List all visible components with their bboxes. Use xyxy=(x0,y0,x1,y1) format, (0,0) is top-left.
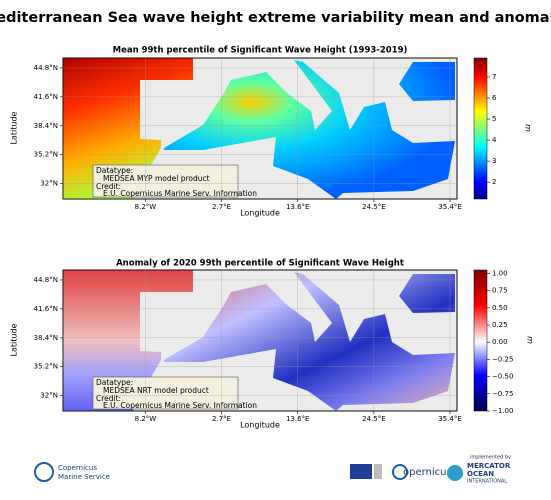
panel-title: Anomaly of 2020 99th percentile of Signi… xyxy=(116,259,404,269)
logo-text: Copernicus xyxy=(58,464,97,472)
colorbar-label: m xyxy=(524,124,533,132)
y-axis-label: Latitude xyxy=(10,111,19,144)
y-tick-label: 32°N xyxy=(40,180,58,188)
x-tick-label: 8.2°W xyxy=(135,203,157,211)
x-tick-label: 24.5°E xyxy=(362,415,386,423)
info-text: Credit: xyxy=(96,394,121,403)
colorbar-tick-label: 0.75 xyxy=(492,287,508,295)
y-tick-label: 38.4°N xyxy=(34,334,58,342)
colorbar-tick-label: −0.75 xyxy=(492,390,513,398)
frame xyxy=(62,269,458,412)
mercator-logo xyxy=(447,465,463,481)
figure-title: Mediterranean Sea wave height extreme va… xyxy=(0,10,551,26)
colorbar-tick-label: 1.00 xyxy=(492,269,508,277)
colorbar-tick-label: 2 xyxy=(492,178,496,186)
cms-logo xyxy=(34,462,54,482)
logo-text: opernicus xyxy=(403,467,452,478)
info-box xyxy=(92,376,239,410)
colorbar-tick-label: 0.00 xyxy=(492,338,508,346)
y-tick-label: 44.8°N xyxy=(34,64,58,72)
x-tick-label: 13.6°E xyxy=(286,415,310,423)
colorbar-tick-label: −0.50 xyxy=(492,373,513,381)
colorbar xyxy=(473,269,488,412)
logo-text: OCEAN xyxy=(467,470,494,478)
colorbar-tick-label: 7 xyxy=(492,73,496,81)
y-axis-label: Latitude xyxy=(10,323,19,356)
frame xyxy=(62,57,458,200)
copernicus-logo xyxy=(392,464,408,480)
y-tick-label: 35.2°N xyxy=(34,363,58,371)
x-tick-label: 8.2°W xyxy=(135,415,157,423)
colorbar-tick-label: 3 xyxy=(492,157,496,165)
x-tick-label: 35.4°E xyxy=(438,203,462,211)
colorbar-tick-label: −0.25 xyxy=(492,355,513,363)
x-axis-label: Longitude xyxy=(240,421,280,430)
logo-text: INTERNATIONAL xyxy=(467,479,507,485)
y-tick-label: 44.8°N xyxy=(34,276,58,284)
info-text: MEDSEA NRT model product xyxy=(103,386,209,395)
colorbar-tick-label: 5 xyxy=(492,115,496,123)
x-tick-label: 2.7°E xyxy=(212,203,231,211)
colorbar-tick-label: 0.25 xyxy=(492,321,508,329)
colorbar xyxy=(473,57,488,200)
colorbar-label: m xyxy=(526,336,535,344)
y-tick-label: 38.4°N xyxy=(34,122,58,130)
x-axis-label: Longitude xyxy=(240,209,280,218)
colorbar-tick-label: 6 xyxy=(492,94,497,102)
x-tick-label: 13.6°E xyxy=(286,203,310,211)
eu-flag xyxy=(350,464,372,479)
y-tick-label: 41.6°N xyxy=(34,93,58,101)
info-text: Datatype: xyxy=(96,166,133,175)
map-panel: Anomaly of 2020 99th percentile of Signi… xyxy=(10,259,535,430)
colorbar-tick-label: 4 xyxy=(492,136,497,144)
info-text: Credit: xyxy=(96,182,121,191)
info-text: E.U. Copernicus Marine Serv. Information xyxy=(103,189,257,198)
x-tick-label: 2.7°E xyxy=(212,415,231,423)
x-tick-label: 24.5°E xyxy=(362,203,386,211)
panel-title: Mean 99th percentile of Significant Wave… xyxy=(113,46,408,56)
colorbar-tick-label: −1.00 xyxy=(492,407,513,415)
y-tick-label: 41.6°N xyxy=(34,305,58,313)
map-panel: Mean 99th percentile of Significant Wave… xyxy=(10,46,533,218)
logo-text: implemented by xyxy=(470,455,511,461)
logo xyxy=(374,464,382,479)
info-text: E.U. Copernicus Marine Serv. Information xyxy=(103,401,257,410)
x-tick-label: 35.4°E xyxy=(438,415,462,423)
y-tick-label: 32°N xyxy=(40,392,58,400)
footer: Copernicus Marine Service opernicus impl… xyxy=(34,455,511,485)
info-text: MEDSEA MYP model product xyxy=(103,174,210,183)
logo-text: MERCATOR xyxy=(467,462,511,470)
logo-text: Marine Service xyxy=(58,473,110,481)
info-text: Datatype: xyxy=(96,378,133,387)
info-box xyxy=(92,164,239,198)
y-tick-label: 35.2°N xyxy=(34,151,58,159)
colorbar-tick-label: 0.50 xyxy=(492,304,508,312)
